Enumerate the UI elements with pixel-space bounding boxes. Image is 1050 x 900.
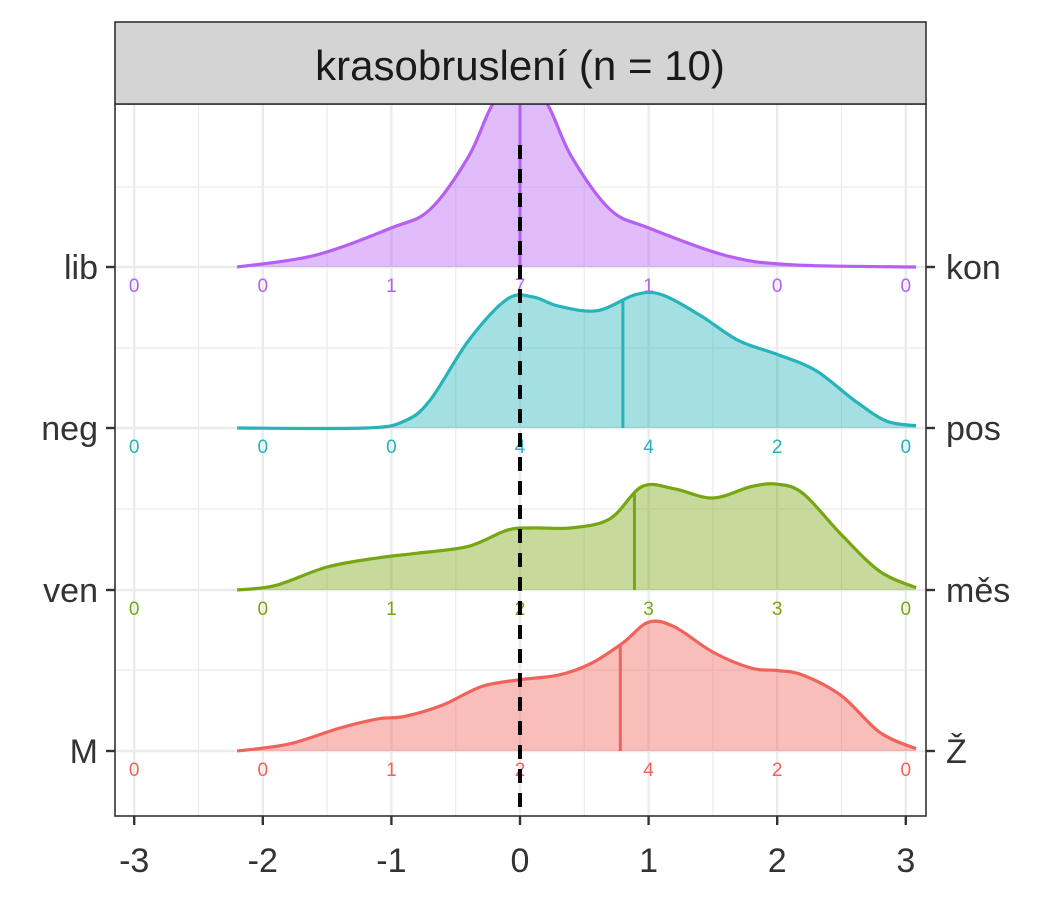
y-label-left: M <box>70 733 98 771</box>
count-label: 1 <box>386 760 397 781</box>
count-label: 1 <box>643 276 654 297</box>
ridge-area <box>237 292 917 429</box>
count-label: 0 <box>129 760 140 781</box>
y-label-left: lib <box>64 249 98 287</box>
y-label-right: Ž <box>946 733 967 771</box>
count-label: 0 <box>901 437 912 458</box>
y-label-right: pos <box>946 410 1001 448</box>
count-label: 0 <box>901 276 912 297</box>
x-tick-label: 0 <box>511 842 530 880</box>
y-label-right: kon <box>946 249 1001 287</box>
count-label: 1 <box>386 599 397 620</box>
y-label-right: měs <box>946 572 1010 610</box>
count-label: 0 <box>258 437 269 458</box>
count-label: 0 <box>901 599 912 620</box>
ridge-neg <box>237 290 917 431</box>
ridge-outline <box>237 290 917 431</box>
count-label: 1 <box>386 276 397 297</box>
ridge-area <box>237 483 917 590</box>
ridge-outline <box>236 619 917 753</box>
chart-title: krasobruslení (n = 10) <box>315 42 725 89</box>
count-label: 0 <box>129 276 140 297</box>
count-label: 2 <box>772 760 783 781</box>
x-tick-label: 3 <box>896 842 915 880</box>
x-tick-label: 2 <box>768 842 787 880</box>
count-label: 0 <box>386 437 397 458</box>
count-label: 0 <box>258 760 269 781</box>
count-label: 4 <box>643 760 654 781</box>
count-label: 0 <box>258 599 269 620</box>
ridge-outline <box>236 482 917 592</box>
count-label: 4 <box>643 437 654 458</box>
count-label: 4 <box>515 437 526 458</box>
title-strip <box>114 21 927 105</box>
ridges <box>236 81 917 753</box>
count-label: 2 <box>772 437 783 458</box>
ridge-ven <box>236 482 917 592</box>
y-label-left: ven <box>43 572 98 610</box>
count-label: 3 <box>643 599 654 620</box>
count-label: 0 <box>258 276 269 297</box>
x-tick-label: -3 <box>119 842 149 880</box>
y-label-left: neg <box>41 410 98 448</box>
count-label: 0 <box>129 437 140 458</box>
count-label: 3 <box>772 599 783 620</box>
count-label: 0 <box>772 276 783 297</box>
x-tick-label: -2 <box>248 842 278 880</box>
x-tick-label: -1 <box>376 842 406 880</box>
count-label: 0 <box>901 760 912 781</box>
ridge-area <box>237 621 917 751</box>
ridge-M <box>236 619 917 753</box>
count-label: 0 <box>129 599 140 620</box>
count-label: 7 <box>515 276 526 297</box>
ridge-area <box>237 83 917 267</box>
x-tick-label: 1 <box>639 842 658 880</box>
